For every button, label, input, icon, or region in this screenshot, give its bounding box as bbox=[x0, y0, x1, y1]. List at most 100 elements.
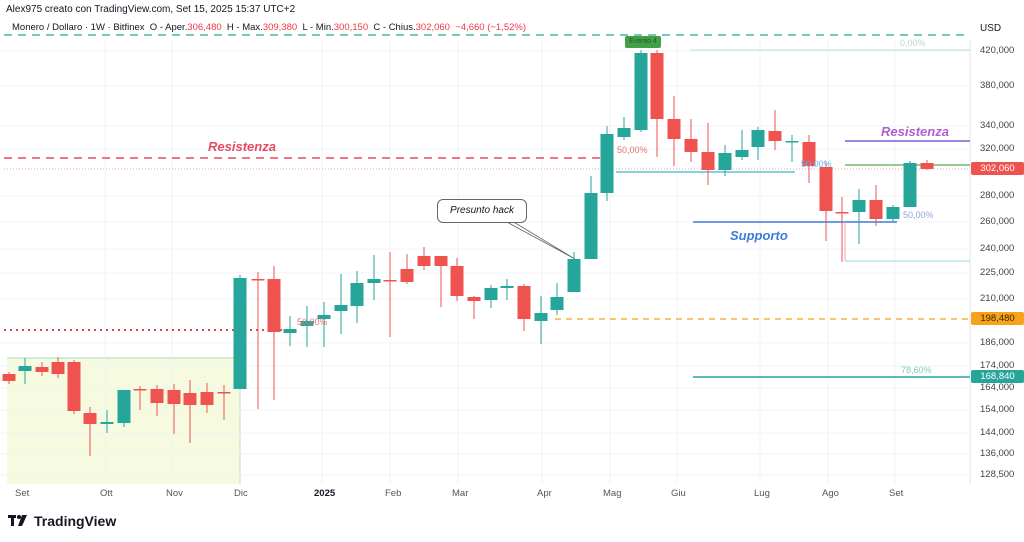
candle[interactable] bbox=[83, 413, 97, 424]
change-value: −4,660 (−1,52%) bbox=[455, 22, 527, 33]
price-tick: 154,000 bbox=[980, 404, 1015, 415]
candle[interactable] bbox=[267, 279, 281, 332]
candle[interactable] bbox=[217, 392, 231, 394]
candle[interactable] bbox=[785, 141, 799, 143]
candle[interactable] bbox=[67, 362, 81, 411]
price-tick: 380,000 bbox=[980, 80, 1015, 91]
candle[interactable] bbox=[802, 142, 816, 166]
candle[interactable] bbox=[383, 280, 397, 282]
candle[interactable] bbox=[484, 288, 498, 300]
candle[interactable] bbox=[300, 321, 314, 326]
price-tick: 136,000 bbox=[980, 448, 1015, 459]
candle[interactable] bbox=[334, 305, 348, 311]
time-tick: Mag bbox=[603, 488, 622, 499]
time-tick: Ott bbox=[100, 488, 113, 499]
candle[interactable] bbox=[400, 269, 414, 282]
candle[interactable] bbox=[183, 393, 197, 405]
candle[interactable] bbox=[51, 362, 65, 374]
callout-pointer bbox=[504, 220, 576, 260]
event-badge[interactable]: Evento 4 bbox=[625, 36, 661, 48]
candle[interactable] bbox=[350, 283, 364, 306]
time-tick: Giu bbox=[671, 488, 686, 499]
candle[interactable] bbox=[117, 390, 131, 423]
candles[interactable] bbox=[2, 50, 934, 456]
candle[interactable] bbox=[367, 279, 381, 283]
open-value: 306,480 bbox=[187, 22, 222, 33]
chart-credit: Alex975 creato con TradingView.com, Set … bbox=[6, 4, 296, 15]
supporto-label: Supporto bbox=[730, 228, 788, 243]
price-tick: 420,000 bbox=[980, 45, 1015, 56]
candle[interactable] bbox=[434, 256, 448, 266]
candle[interactable] bbox=[835, 212, 849, 214]
candle[interactable] bbox=[600, 134, 614, 193]
candle[interactable] bbox=[233, 278, 247, 389]
price-tick: 260,000 bbox=[980, 216, 1015, 227]
candle[interactable] bbox=[684, 139, 698, 152]
candle[interactable] bbox=[2, 374, 16, 381]
time-tick: 2025 bbox=[314, 488, 336, 499]
fib-50-dec-label: 50,00% bbox=[297, 317, 328, 327]
current-price-tag: 302,060 bbox=[971, 162, 1024, 175]
candle[interactable] bbox=[634, 53, 648, 130]
candle[interactable] bbox=[886, 207, 900, 219]
fib-50-aug-label: 50,00% bbox=[903, 210, 934, 220]
time-tick: Nov bbox=[166, 488, 183, 499]
orange-price-tag: 198,480 bbox=[971, 312, 1024, 325]
tradingview-logo: TradingView bbox=[8, 513, 116, 529]
candle[interactable] bbox=[317, 315, 331, 319]
resistenza-right-label: Resistenza bbox=[881, 124, 949, 139]
symbol-legend: Monero / Dollaro · 1W · Bitfinex O - Ape… bbox=[12, 22, 527, 33]
candle[interactable] bbox=[467, 297, 481, 301]
candle[interactable] bbox=[768, 131, 782, 141]
candle[interactable] bbox=[819, 167, 833, 211]
candle[interactable] bbox=[150, 389, 164, 403]
candle[interactable] bbox=[167, 390, 181, 404]
time-tick: Set bbox=[15, 488, 30, 499]
candle[interactable] bbox=[617, 128, 631, 137]
candle[interactable] bbox=[283, 329, 297, 333]
candle[interactable] bbox=[35, 367, 49, 372]
candle[interactable] bbox=[200, 392, 214, 405]
price-tick: 210,000 bbox=[980, 293, 1015, 304]
presunto-hack-callout[interactable]: Presunto hack bbox=[437, 199, 527, 223]
candle[interactable] bbox=[517, 286, 531, 319]
candle[interactable] bbox=[251, 279, 265, 281]
price-tick: 320,000 bbox=[980, 143, 1015, 154]
high-value: 309,380 bbox=[262, 22, 298, 33]
candle[interactable] bbox=[550, 297, 564, 310]
candle[interactable] bbox=[852, 200, 866, 212]
close-value: 302,060 bbox=[415, 22, 450, 33]
time-tick: Apr bbox=[537, 488, 552, 499]
candle[interactable] bbox=[100, 422, 114, 424]
candle[interactable] bbox=[735, 150, 749, 157]
candle[interactable] bbox=[133, 389, 147, 391]
low-value: 300,150 bbox=[333, 22, 369, 33]
candle[interactable] bbox=[417, 256, 431, 266]
candle[interactable] bbox=[869, 200, 883, 219]
price-tick: 174,000 bbox=[980, 360, 1015, 371]
fib-50-jul-label: 50,00% bbox=[801, 159, 832, 169]
candle[interactable] bbox=[751, 130, 765, 147]
price-tick: 186,000 bbox=[980, 337, 1015, 348]
candle[interactable] bbox=[500, 286, 514, 288]
price-tick: 240,000 bbox=[980, 243, 1015, 254]
candle[interactable] bbox=[584, 193, 598, 259]
candle[interactable] bbox=[920, 163, 934, 169]
candle[interactable] bbox=[450, 266, 464, 296]
time-tick: Ago bbox=[822, 488, 839, 499]
symbol-name[interactable]: Monero / Dollaro · 1W · Bitfinex bbox=[12, 22, 145, 33]
resistenza-left-label: Resistenza bbox=[208, 139, 276, 154]
candle[interactable] bbox=[534, 313, 548, 321]
candle[interactable] bbox=[567, 259, 581, 292]
time-tick: Lug bbox=[754, 488, 770, 499]
candle[interactable] bbox=[718, 153, 732, 170]
candle[interactable] bbox=[667, 119, 681, 139]
fib-50-may-label: 50,00% bbox=[617, 145, 648, 155]
candle[interactable] bbox=[650, 53, 664, 119]
currency-label: USD bbox=[980, 23, 1002, 34]
candle[interactable] bbox=[903, 163, 917, 207]
candle[interactable] bbox=[18, 366, 32, 371]
candle[interactable] bbox=[701, 152, 715, 170]
time-tick: Set bbox=[889, 488, 904, 499]
